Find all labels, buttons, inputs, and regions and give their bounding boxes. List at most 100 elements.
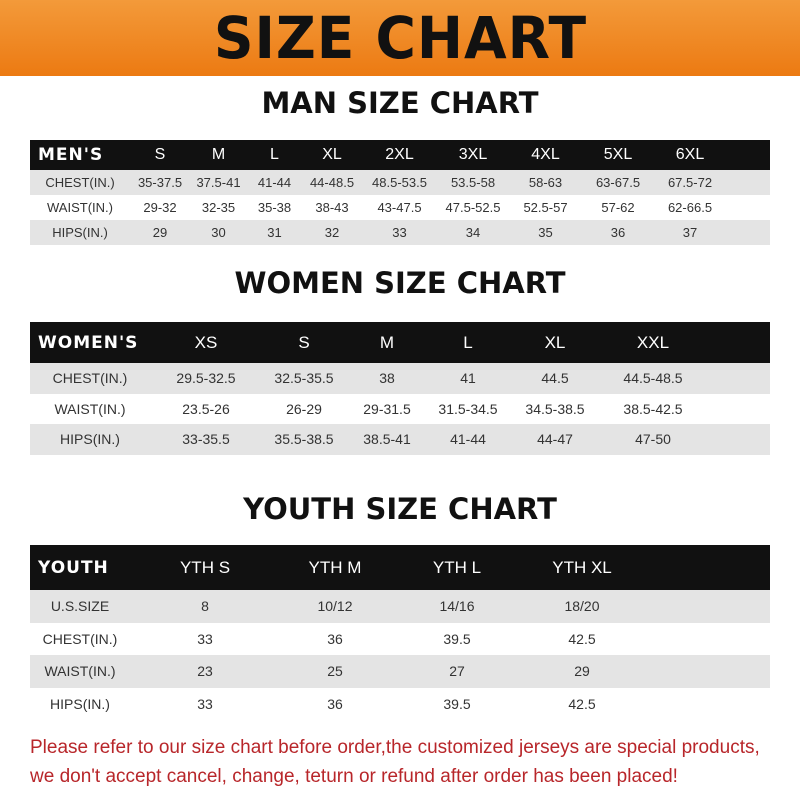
cell: S (154, 146, 166, 163)
cell: 33 (197, 695, 213, 712)
cell: 30 (211, 225, 226, 240)
youth-size-table: YOUTH YTH S YTH M YTH L YTH XL U.S.SIZE 8 10/12… (30, 545, 770, 720)
cell: YTH M (308, 557, 362, 577)
cell: 48.5-53.5 (372, 175, 427, 190)
cell: 36 (610, 225, 626, 240)
cell: 32-35 (201, 200, 236, 215)
cell: 37.5-41 (196, 175, 241, 190)
cell: 3XL (458, 146, 488, 163)
cell: 39.5 (443, 630, 471, 647)
cell: 38 (379, 370, 395, 387)
cell: 33 (392, 225, 407, 240)
cell: 2XL (385, 146, 414, 163)
cell: XS (194, 332, 218, 352)
women-size-table: WOMEN'S XS S M L XL XXL CHEST(IN.) 29.5-32.5 32.5… (30, 322, 770, 455)
cell: 18/20 (564, 598, 600, 615)
cell: 62-66.5 (667, 200, 713, 215)
cell: 42.5 (568, 630, 596, 647)
cell: 38.5-41 (363, 431, 411, 448)
cell: 41-44 (450, 431, 486, 448)
cell: 23 (197, 663, 213, 680)
cell: 34 (465, 225, 481, 240)
cell: 35 (538, 225, 553, 240)
cell: 35.5-38.5 (274, 431, 334, 448)
notice-line: we don't accept cancel, change, teturn o… (30, 766, 678, 787)
row-label: HIPS(IN.) (52, 225, 108, 240)
cell: 42.5 (568, 695, 596, 712)
cell: 25 (327, 663, 343, 680)
row-label: HIPS(IN.) (60, 431, 120, 448)
cell: M (379, 332, 395, 352)
table-row: WAIST(IN.) 23.5-26 26-29 29-31.5 31.5-34.5 34… (30, 394, 770, 425)
cell: L (463, 332, 473, 352)
women-title: WOMEN SIZE CHART (234, 266, 566, 300)
cell: 32.5-35.5 (274, 370, 334, 387)
table-row: CHEST(IN.) 33 36 39.5 42.5 (30, 623, 770, 656)
table-row: WAIST(IN.) 23 25 27 29 (30, 655, 770, 688)
table-header-row: YOUTH YTH S YTH M YTH L YTH XL (30, 545, 770, 590)
table-row: U.S.SIZE 8 10/12 14/16 18/20 (30, 590, 770, 623)
cell: 53.5-58 (450, 175, 496, 190)
cell: 4XL (531, 146, 560, 163)
cell: 37 (682, 225, 698, 240)
row-label: WAIST(IN.) (44, 663, 116, 680)
table-row: CHEST(IN.) 35-37.5 37.5-41 41-44 44-48.5 48.5… (30, 170, 770, 195)
row-label: MEN'S (38, 145, 104, 165)
cell: 57-62 (601, 200, 635, 215)
row-label: WOMEN'S (38, 332, 139, 353)
cell: 29 (574, 663, 590, 680)
cell: 31 (267, 225, 282, 240)
youth-title: YOUTH SIZE CHART (243, 492, 557, 526)
cell: 39.5 (443, 695, 471, 712)
cell: 36 (327, 695, 343, 712)
cell: XL (544, 332, 566, 352)
cell: 52.5-57 (523, 200, 568, 215)
row-label: WAIST(IN.) (54, 400, 126, 417)
cell: 32 (324, 225, 340, 240)
cell: 27 (449, 663, 465, 680)
table-row: HIPS(IN.) 33-35.5 35.5-38.5 38.5-41 41-44 44-… (30, 424, 770, 455)
cell: 6XL (675, 146, 705, 163)
row-label: CHEST(IN.) (52, 370, 128, 387)
cell: 26-29 (286, 400, 322, 417)
table-header-row: MEN'S S M L XL 2XL 3XL 4XL 5XL 6XL (30, 140, 770, 170)
cell: M (211, 146, 226, 163)
cell: 31.5-34.5 (438, 400, 498, 417)
cell: 35-38 (257, 200, 292, 215)
table-row: WAIST(IN.) 29-32 32-35 35-38 38-43 43-47.5 47.… (30, 195, 770, 220)
cell: L (270, 146, 279, 163)
cell: 14/16 (439, 598, 475, 615)
cell: YTH XL (552, 557, 612, 577)
cell: 43-47.5 (377, 200, 422, 215)
table-row: CHEST(IN.) 29.5-32.5 32.5-35.5 38 41 44.5 44.5… (30, 363, 770, 394)
table-row: HIPS(IN.) 33 36 39.5 42.5 (30, 688, 770, 721)
order-notice: Please refer to our size chart before or… (30, 733, 780, 791)
cell: 34.5-38.5 (525, 400, 585, 417)
banner-title: SIZE CHART (213, 4, 587, 72)
cell: YTH L (432, 557, 482, 577)
row-label: CHEST(IN.) (45, 175, 115, 190)
cell: 47.5-52.5 (445, 200, 501, 215)
row-label: WAIST(IN.) (47, 200, 113, 215)
cell: 44.5 (541, 370, 569, 387)
cell: 33-35.5 (182, 431, 230, 448)
cell: 29 (152, 225, 168, 240)
cell: 29-32 (143, 200, 177, 215)
cell: 38.5-42.5 (623, 400, 683, 417)
cell: 29.5-32.5 (176, 370, 236, 387)
row-label: CHEST(IN.) (42, 630, 118, 647)
men-title: MAN SIZE CHART (261, 86, 539, 120)
cell: YTH S (179, 557, 231, 577)
cell: 33 (197, 630, 213, 647)
cell: 41 (460, 370, 476, 387)
cell: S (298, 332, 310, 352)
cell: 35-37.5 (137, 175, 183, 190)
cell: 63-67.5 (595, 175, 641, 190)
cell: 36 (327, 630, 343, 647)
cell: 44-47 (537, 431, 573, 448)
cell: 29-31.5 (363, 400, 411, 417)
men-size-table: MEN'S S M L XL 2XL 3XL 4XL 5XL 6XL CHEST(IN.) 35-37… (30, 140, 770, 245)
row-label: U.S.SIZE (50, 598, 110, 615)
row-label: HIPS(IN.) (50, 695, 110, 712)
cell: 5XL (603, 146, 633, 163)
